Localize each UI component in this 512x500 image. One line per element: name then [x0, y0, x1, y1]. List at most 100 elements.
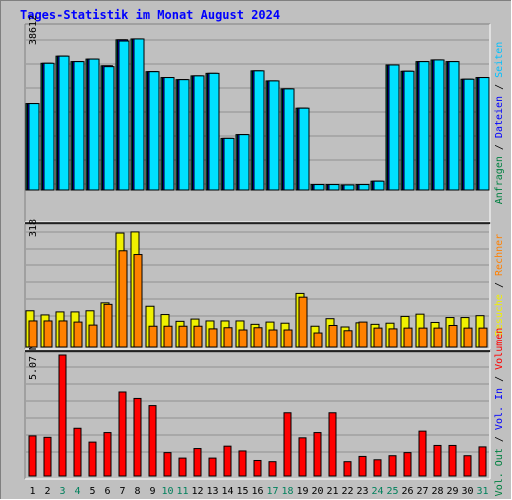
bar-volumen-day-2: [43, 436, 52, 477]
panel-1-ymax-label: 38612: [28, 15, 39, 45]
bar-seiten-day-23: [358, 184, 370, 191]
side-label-middle-rechner: Rechner: [494, 234, 505, 276]
bar-volumen-day-17: [268, 461, 277, 477]
bar-rechner-day-26: [403, 327, 413, 348]
x-tick-label-day-1: 1: [29, 486, 35, 497]
bar-seiten-day-4: [73, 61, 85, 191]
side-label-middle-besuche: Besuche: [494, 294, 505, 336]
panel-3-ymax-label: 5.07 MB: [28, 338, 39, 380]
bar-volumen-day-29: [448, 444, 457, 477]
bar-seiten-day-31: [478, 77, 490, 191]
bar-volumen-day-24: [373, 459, 382, 477]
bar-seiten-day-10: [163, 77, 175, 191]
x-tick-label-day-7: 7: [119, 486, 125, 497]
side-label-bottom-vol-in: Vol. In: [494, 388, 505, 430]
bar-rechner-day-9: [148, 325, 158, 348]
bar-rechner-day-19: [298, 296, 308, 348]
x-tick-label-day-20: 20: [311, 486, 323, 497]
side-label-top-separator: /: [494, 138, 505, 156]
bar-volumen-day-21: [328, 412, 337, 477]
bar-rechner-day-14: [223, 327, 233, 348]
side-label-top-separator: /: [494, 78, 505, 96]
bar-volumen-day-12: [193, 448, 202, 477]
x-tick-label-day-22: 22: [341, 486, 353, 497]
bar-rechner-day-7: [118, 250, 128, 348]
x-tick-label-day-27: 27: [416, 486, 428, 497]
x-tick-label-day-15: 15: [236, 486, 248, 497]
panel-2-ymax-label: 318: [28, 219, 39, 237]
bar-seiten-day-2: [43, 62, 55, 191]
bar-seiten-day-26: [403, 70, 415, 191]
bar-seiten-day-30: [463, 78, 475, 191]
x-tick-label-day-31: 31: [476, 486, 488, 497]
x-tick-label-day-13: 13: [206, 486, 218, 497]
bar-rechner-day-1: [28, 320, 38, 348]
bar-rechner-day-24: [373, 327, 383, 348]
x-tick-label-day-25: 25: [386, 486, 398, 497]
bar-volumen-day-13: [208, 457, 217, 477]
bar-volumen-day-27: [418, 430, 427, 477]
bar-rechner-day-16: [253, 327, 263, 348]
bar-rechner-day-11: [178, 325, 188, 348]
side-label-bottom-volumen: Volumen: [494, 328, 505, 370]
bar-seiten-day-15: [238, 134, 250, 191]
bar-seiten-day-1: [28, 103, 40, 191]
side-label-bottom-separator: /: [494, 430, 505, 448]
bar-seiten-day-18: [283, 88, 295, 191]
bar-volumen-day-28: [433, 444, 442, 477]
bar-rechner-day-3: [58, 320, 68, 348]
x-tick-label-day-9: 9: [149, 486, 155, 497]
bar-volumen-day-15: [238, 450, 247, 477]
x-tick-label-day-12: 12: [191, 486, 203, 497]
bar-rechner-day-27: [418, 327, 428, 348]
bar-volumen-day-10: [163, 452, 172, 477]
bar-seiten-day-21: [328, 184, 340, 191]
bar-seiten-day-28: [433, 59, 445, 191]
x-tick-label-day-6: 6: [104, 486, 110, 497]
bar-rechner-day-25: [388, 328, 398, 348]
bar-seiten-day-29: [448, 61, 460, 191]
bar-volumen-day-30: [463, 455, 472, 477]
bar-rechner-day-2: [43, 320, 53, 348]
bar-volumen-day-3: [58, 354, 67, 477]
bar-volumen-day-16: [253, 459, 262, 477]
x-tick-label-day-8: 8: [134, 486, 140, 497]
bar-volumen-day-7: [118, 391, 127, 477]
bar-seiten-day-7: [118, 40, 130, 191]
bar-volumen-day-8: [133, 397, 142, 477]
bar-rechner-day-31: [478, 327, 488, 348]
side-label-bottom: Vol. Out / Vol. In / Volumen: [494, 328, 505, 497]
bar-volumen-day-19: [298, 437, 307, 477]
x-tick-label-day-10: 10: [161, 486, 173, 497]
x-tick-label-day-16: 16: [251, 486, 263, 497]
x-tick-label-day-23: 23: [356, 486, 368, 497]
bar-volumen-day-1: [28, 435, 37, 477]
x-tick-label-day-2: 2: [44, 486, 50, 497]
bar-volumen-day-6: [103, 432, 112, 477]
bar-rechner-day-20: [313, 332, 323, 348]
side-label-bottom-separator: /: [494, 370, 505, 388]
bar-seiten-day-16: [253, 70, 265, 191]
x-tick-label-day-29: 29: [446, 486, 458, 497]
bar-volumen-day-9: [148, 405, 157, 477]
side-label-middle-separator: /: [494, 276, 505, 294]
bar-volumen-day-4: [73, 427, 82, 477]
bar-volumen-day-22: [343, 461, 352, 477]
side-label-top-dateien: Dateien: [494, 96, 505, 138]
x-tick-label-day-5: 5: [89, 486, 95, 497]
bar-seiten-day-22: [343, 184, 355, 191]
x-tick-label-day-11: 11: [176, 486, 188, 497]
bar-rechner-day-8: [133, 254, 143, 348]
bar-rechner-day-29: [448, 324, 458, 348]
bar-seiten-day-20: [313, 184, 325, 191]
x-tick-label-day-28: 28: [431, 486, 443, 497]
bar-seiten-day-25: [388, 64, 400, 191]
bar-volumen-day-18: [283, 412, 292, 477]
bar-seiten-day-24: [373, 180, 385, 191]
bar-seiten-day-3: [58, 55, 70, 191]
bar-volumen-day-11: [178, 457, 187, 477]
bar-volumen-day-23: [358, 455, 367, 477]
bar-volumen-day-5: [88, 441, 97, 477]
x-tick-label-day-26: 26: [401, 486, 413, 497]
bar-volumen-day-26: [403, 452, 412, 477]
